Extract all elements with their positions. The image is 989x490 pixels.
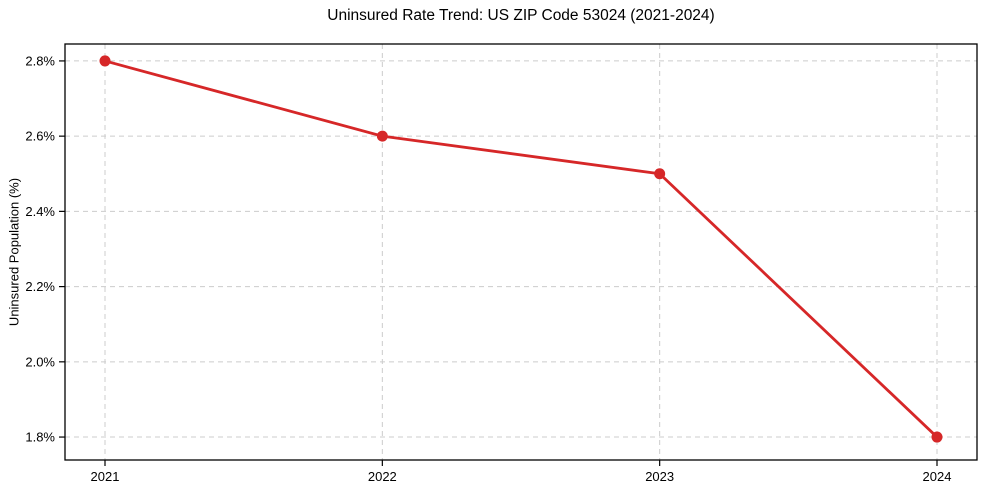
- x-tick-label: 2021: [91, 469, 120, 484]
- data-point-marker: [99, 55, 111, 67]
- y-tick-label: 1.8%: [25, 430, 55, 445]
- y-tick-label: 2.6%: [25, 129, 55, 144]
- y-tick-label: 2.0%: [25, 354, 55, 369]
- y-axis-title: Uninsured Population (%): [6, 177, 22, 327]
- y-tick-label: 2.4%: [25, 204, 55, 219]
- x-tick-label: 2023: [645, 469, 674, 484]
- plot-border: [64, 43, 978, 461]
- x-tick-label: 2022: [368, 469, 397, 484]
- chart-title: Uninsured Rate Trend: US ZIP Code 53024 …: [327, 7, 715, 24]
- data-point-marker: [931, 431, 943, 443]
- trend-line: [103, 59, 939, 439]
- x-tick-label: 2024: [923, 469, 952, 484]
- y-tick-label: 2.8%: [25, 53, 55, 68]
- data-point-marker: [654, 168, 666, 180]
- y-tick-label: 2.2%: [25, 279, 55, 294]
- data-point-marker: [376, 130, 388, 142]
